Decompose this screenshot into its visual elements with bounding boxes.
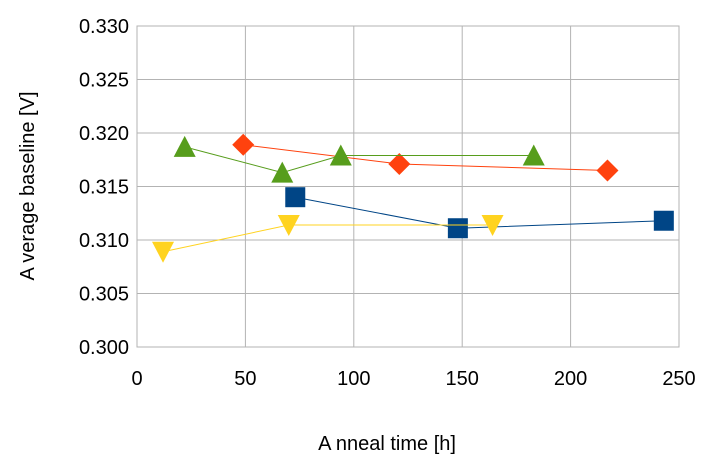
- y-tick-label: 0.300: [79, 337, 129, 359]
- data-point-square: [653, 210, 674, 231]
- series-green-triangle-line: [184, 146, 534, 174]
- series-red-diamond: [232, 133, 619, 182]
- tick-labels: 0 50 100 150 200 250 0.300 0.305 0.310 0.315 0.320…: [79, 16, 696, 390]
- x-tick-label: 0: [131, 368, 142, 390]
- x-tick-label: 250: [662, 368, 695, 390]
- y-tick-label: 0.325: [79, 70, 129, 92]
- y-tick-label: 0.315: [79, 177, 129, 199]
- data-point-triangle-up: [173, 135, 196, 157]
- grid-lines: [137, 26, 679, 347]
- y-axis-title: A verage baseline [V]: [17, 91, 39, 280]
- x-tick-label: 150: [446, 368, 479, 390]
- series-green-triangle: [173, 135, 545, 183]
- y-tick-label: 0.305: [79, 284, 129, 306]
- series-blue-square: [285, 187, 674, 239]
- y-tick-label: 0.320: [79, 123, 129, 145]
- x-tick-label: 100: [337, 368, 370, 390]
- data-point-square: [447, 218, 468, 239]
- y-tick-label: 0.330: [79, 16, 129, 38]
- data-point-diamond: [596, 159, 619, 182]
- y-tick-label: 0.310: [79, 230, 129, 252]
- data-series: [152, 133, 674, 263]
- data-point-triangle-up: [271, 161, 294, 183]
- data-point-triangle-down: [277, 215, 300, 237]
- series-yellow-triangle-down: [152, 215, 504, 263]
- data-point-diamond: [232, 133, 255, 156]
- data-point-triangle-up: [329, 144, 352, 166]
- plot-frame: [136, 25, 680, 348]
- data-point-triangle-up: [522, 144, 545, 166]
- x-tick-label: 200: [554, 368, 587, 390]
- data-point-triangle-down: [152, 241, 175, 263]
- x-axis-title: A nneal time [h]: [318, 433, 456, 455]
- data-point-triangle-down: [481, 215, 504, 237]
- data-point-diamond: [388, 153, 411, 176]
- data-point-square: [285, 187, 306, 208]
- x-tick-label: 50: [234, 368, 256, 390]
